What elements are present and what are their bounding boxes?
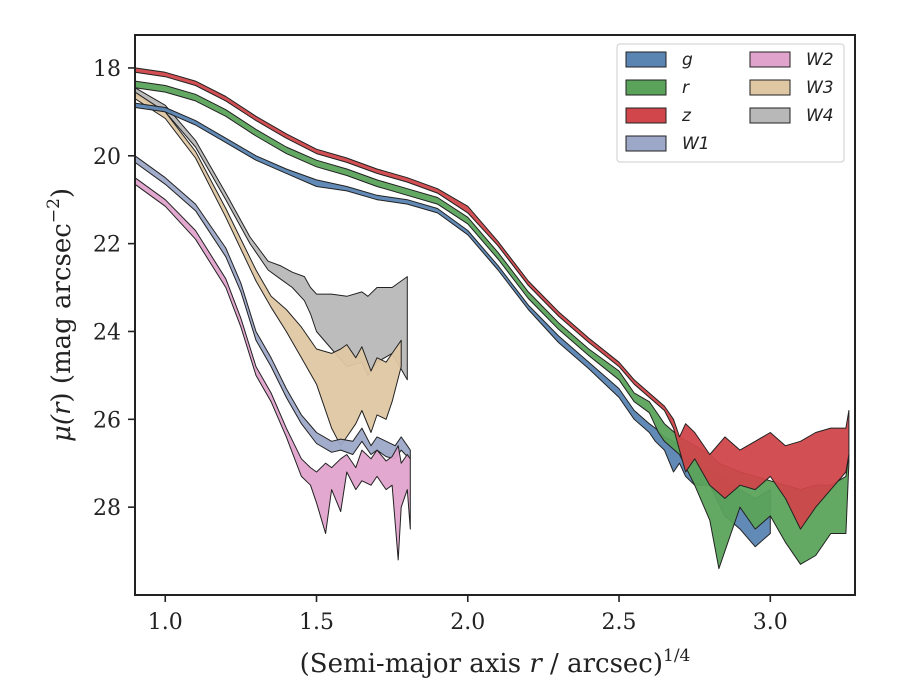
- y-tick-label: 28: [93, 496, 121, 521]
- x-tick-label: 1.5: [299, 610, 334, 635]
- legend-swatch-w4: [749, 107, 791, 124]
- x-tick-label: 1.0: [148, 610, 183, 635]
- x-axis-label-rest: / arcsec): [542, 649, 663, 679]
- y-tick-label: 24: [93, 320, 121, 345]
- y-axis-ticks: 18 20 22 24 26 28: [93, 57, 135, 521]
- legend-items: grz W1 W2 W3 W4: [625, 50, 834, 154]
- band-w2: [134, 177, 411, 561]
- band-z: [134, 67, 850, 530]
- legend-label-r: r: [682, 78, 690, 98]
- legend: grz W1 W2 W3 W4: [616, 43, 845, 163]
- legend-label-g: g: [682, 50, 693, 70]
- y-axis-label-rest: ) (mag arcsec: [47, 223, 77, 402]
- x-axis-label-main: (Semi-major axis: [300, 649, 530, 679]
- x-axis-label: (Semi-major axis r / arcsec)1/4: [300, 646, 691, 679]
- legend-label-z: z: [681, 106, 692, 126]
- x-tick-label: 2.0: [450, 610, 485, 635]
- y-axis-label-close: ): [47, 188, 77, 198]
- y-axis-label-sup: −2: [44, 198, 64, 223]
- legend-swatch-w2: [749, 51, 791, 68]
- legend-swatch-g: [625, 51, 667, 68]
- band-w4: [134, 87, 408, 381]
- legend-label-w4: W4: [806, 106, 834, 126]
- y-tick-label: 22: [93, 233, 121, 258]
- band-g: [134, 102, 771, 548]
- x-tick-label: 2.5: [602, 610, 637, 635]
- legend-label-w2: W2: [806, 50, 834, 70]
- y-axis-label-var: r: [47, 401, 77, 415]
- band-r: [134, 80, 850, 570]
- x-axis-ticks: 1.0 1.5 2.0 2.5 3.0: [148, 595, 788, 635]
- legend-frame: [616, 43, 845, 163]
- y-axis-label: μ(r) (mag arcsec−2): [44, 188, 77, 442]
- legend-swatch-r: [625, 79, 667, 96]
- legend-swatch-z: [625, 107, 667, 124]
- x-axis-label-var: r: [529, 649, 543, 679]
- legend-swatch-w1: [625, 135, 667, 152]
- plot-frame: [134, 34, 856, 596]
- legend-label-w1: W1: [682, 134, 710, 154]
- x-tick-label: 3.0: [753, 610, 788, 635]
- legend-label-w3: W3: [806, 78, 834, 98]
- y-tick-label: 26: [93, 408, 121, 433]
- bands-group: [134, 67, 850, 570]
- y-tick-label: 20: [93, 145, 121, 170]
- band-w3: [134, 91, 402, 447]
- x-axis-label-sup: 1/4: [663, 646, 690, 666]
- y-tick-label: 18: [93, 57, 121, 82]
- legend-swatch-w3: [749, 79, 791, 96]
- y-axis-label-mu: μ(: [47, 414, 77, 442]
